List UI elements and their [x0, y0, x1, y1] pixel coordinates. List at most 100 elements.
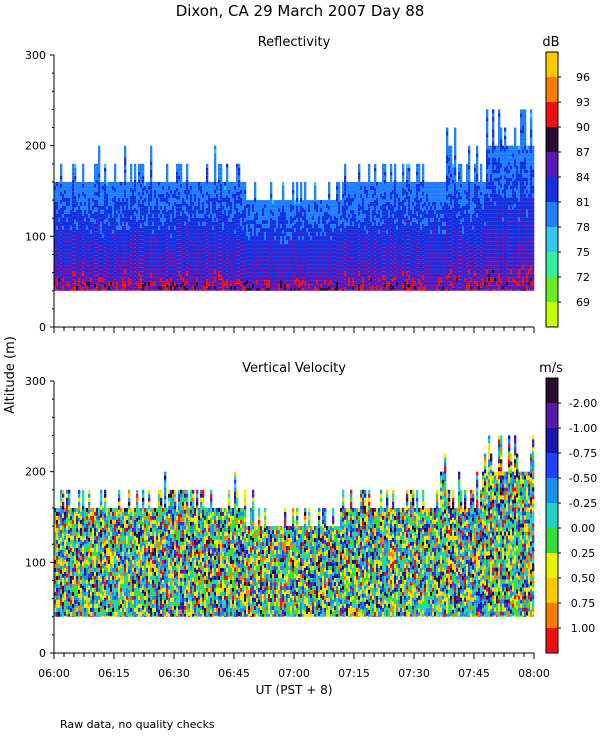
field-cell — [306, 200, 309, 205]
field-cell — [256, 284, 259, 289]
field-cell — [122, 181, 125, 186]
field-cell — [214, 201, 217, 206]
field-cell — [116, 261, 119, 266]
field-cell — [118, 269, 121, 274]
field-cell — [276, 200, 279, 205]
field-cell — [290, 248, 293, 253]
field-cell — [198, 253, 201, 258]
field-cell — [228, 201, 231, 206]
field-cell — [88, 249, 91, 254]
field-cell — [388, 221, 391, 226]
field-cell — [128, 185, 131, 190]
field-cell — [230, 285, 233, 290]
field-cell — [328, 229, 331, 234]
field-cell — [264, 284, 267, 289]
field-cell — [64, 257, 67, 262]
field-cell — [306, 264, 309, 269]
field-cell — [344, 199, 347, 204]
field-cell — [270, 241, 273, 246]
field-cell — [260, 264, 263, 269]
field-cell — [224, 245, 227, 250]
field-cell — [370, 193, 373, 198]
field-cell — [328, 281, 331, 286]
field-cell — [206, 251, 209, 256]
field-cell — [182, 237, 185, 242]
field-cell — [404, 249, 407, 254]
field-cell — [262, 236, 265, 241]
field-cell — [262, 216, 265, 221]
field-cell — [180, 231, 183, 236]
field-cell — [306, 288, 309, 291]
field-cell — [216, 289, 219, 291]
field-cell — [110, 189, 113, 194]
field-cell — [370, 253, 373, 258]
field-cell — [198, 185, 201, 190]
field-cell — [130, 223, 133, 228]
field-cell — [300, 285, 303, 290]
field-cell — [342, 273, 345, 278]
field-cell — [254, 213, 257, 218]
field-cell — [354, 181, 357, 186]
field-cell — [242, 261, 245, 266]
field-cell — [396, 193, 399, 198]
field-cell — [206, 235, 209, 240]
field-cell — [196, 289, 199, 291]
field-cell — [132, 213, 135, 218]
field-cell — [142, 247, 145, 252]
field-cell — [402, 223, 405, 228]
field-cell — [310, 260, 313, 265]
field-cell — [204, 265, 207, 270]
field-cell — [54, 189, 57, 194]
field-cell — [140, 247, 143, 252]
field-cell — [110, 209, 113, 214]
field-cell — [196, 269, 199, 274]
field-cell — [132, 233, 135, 238]
field-cell — [142, 259, 145, 264]
field-cell — [318, 244, 321, 249]
field-cell — [178, 275, 181, 280]
field-cell — [110, 201, 113, 206]
field-cell — [140, 275, 143, 280]
field-cell — [314, 233, 317, 238]
field-cell — [108, 241, 111, 246]
field-cell — [356, 201, 359, 206]
field-cell — [390, 251, 393, 256]
field-cell — [330, 248, 333, 253]
field-cell — [242, 253, 245, 258]
field-cell — [398, 181, 401, 186]
field-cell — [294, 284, 297, 289]
field-cell — [296, 237, 299, 242]
field-cell — [56, 249, 59, 254]
field-cell — [128, 285, 131, 290]
field-cell — [382, 243, 385, 248]
field-cell — [110, 237, 113, 242]
field-cell — [70, 285, 73, 290]
field-cell — [88, 265, 91, 270]
field-cell — [356, 189, 359, 194]
field-cell — [354, 185, 357, 190]
field-cell — [400, 189, 403, 194]
field-cell — [268, 268, 271, 273]
field-cell — [56, 233, 59, 238]
field-cell — [266, 228, 269, 233]
field-cell — [130, 259, 133, 264]
field-cell — [214, 265, 217, 270]
field-cell — [170, 213, 173, 218]
field-cell — [206, 167, 209, 172]
field-cell — [392, 249, 395, 254]
field-cell — [124, 193, 127, 198]
field-cell — [290, 272, 293, 277]
field-cell — [394, 231, 397, 236]
field-cell — [228, 205, 231, 210]
field-cell — [368, 283, 371, 288]
field-cell — [112, 277, 115, 282]
field-cell — [302, 216, 305, 221]
field-cell — [198, 233, 201, 238]
field-cell — [334, 236, 337, 241]
field-cell — [196, 205, 199, 210]
field-cell — [172, 257, 175, 262]
field-cell — [240, 265, 243, 270]
field-cell — [176, 287, 179, 291]
field-cell — [306, 280, 309, 285]
field-cell — [232, 289, 235, 291]
